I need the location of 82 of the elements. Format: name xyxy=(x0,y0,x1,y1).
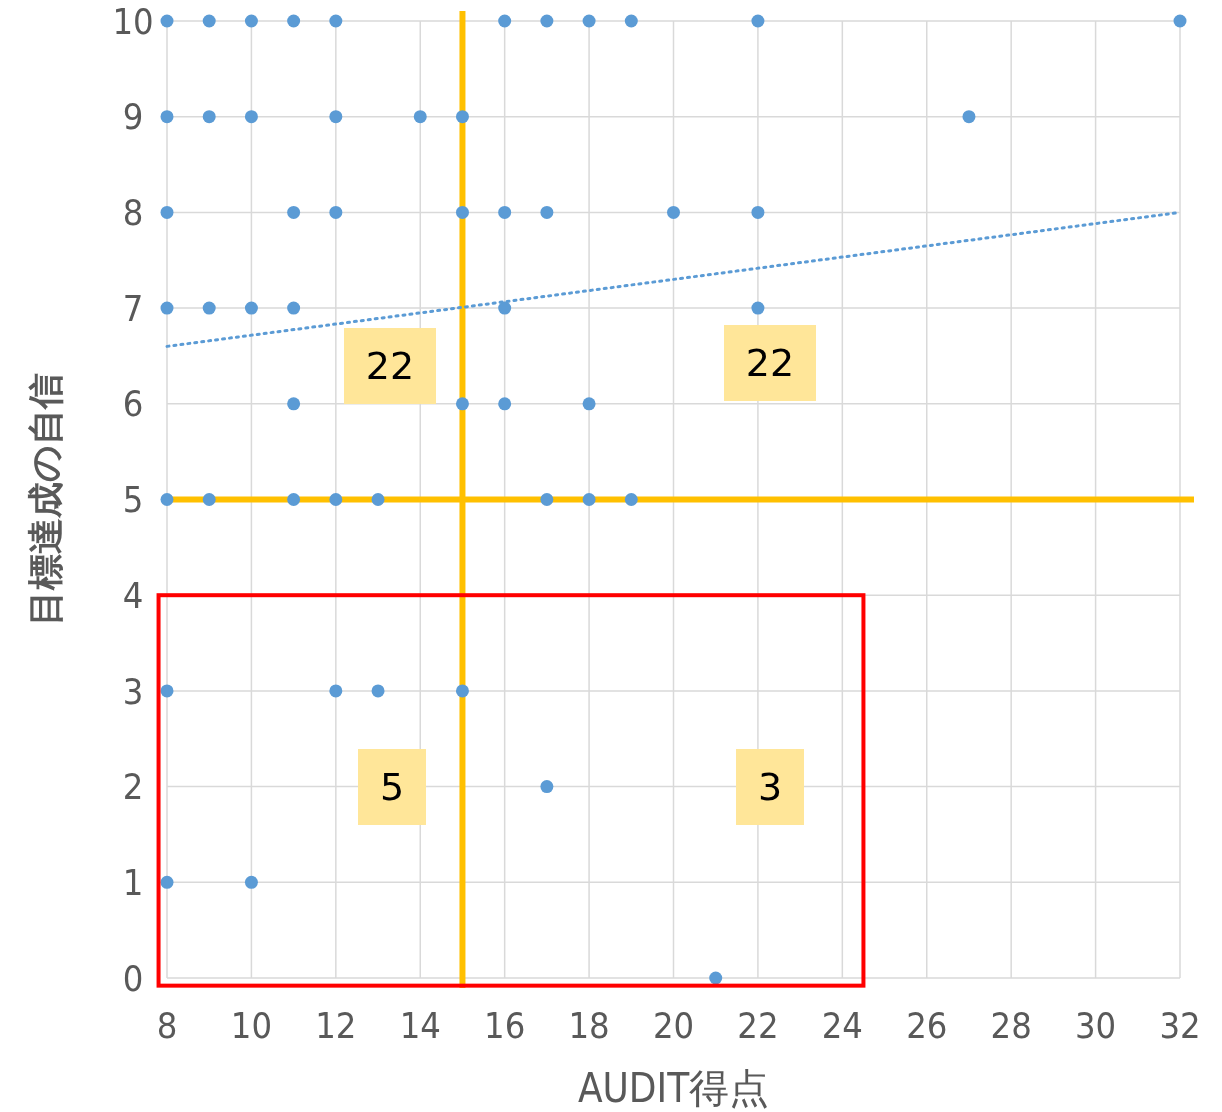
point xyxy=(160,301,174,315)
point xyxy=(244,14,258,28)
point xyxy=(160,110,174,124)
annotation: 22 xyxy=(365,344,415,389)
point xyxy=(202,493,216,506)
point xyxy=(371,684,385,698)
point xyxy=(202,14,216,28)
point xyxy=(624,493,638,506)
x-tick-label: 18 xyxy=(568,1005,610,1046)
point xyxy=(498,301,512,315)
y-axis-title: 目標達成の自信 xyxy=(25,373,66,626)
y-tick-label: 5 xyxy=(122,479,144,521)
point xyxy=(287,493,301,506)
y-tick-label: 10 xyxy=(112,0,154,42)
point xyxy=(455,397,469,411)
y-tick-label: 6 xyxy=(122,383,144,425)
point xyxy=(287,397,301,411)
point xyxy=(371,493,385,506)
y-tick-label: 1 xyxy=(122,861,144,903)
annotation: 22 xyxy=(745,341,795,386)
point xyxy=(329,110,343,124)
point xyxy=(329,684,343,698)
x-tick-label: 20 xyxy=(652,1005,695,1046)
point xyxy=(329,493,343,506)
point xyxy=(624,14,638,28)
point xyxy=(202,110,216,124)
y-tick-label: 7 xyxy=(122,287,144,329)
point xyxy=(160,205,174,219)
point xyxy=(540,14,554,28)
x-tick-label: 14 xyxy=(399,1005,441,1046)
point xyxy=(329,14,343,28)
point xyxy=(160,684,174,698)
point xyxy=(287,205,301,219)
point xyxy=(244,301,258,315)
point xyxy=(751,205,765,219)
point xyxy=(455,110,469,124)
x-tick-label: 24 xyxy=(821,1005,863,1046)
y-tick-label: 4 xyxy=(122,574,144,616)
point xyxy=(582,397,596,411)
point xyxy=(160,493,174,506)
annotation: 5 xyxy=(379,765,405,810)
point xyxy=(244,875,258,889)
point xyxy=(962,110,976,124)
point xyxy=(160,875,174,889)
point xyxy=(498,397,512,411)
x-tick-label: 32 xyxy=(1159,1005,1201,1046)
point xyxy=(413,110,427,124)
point xyxy=(498,14,512,28)
annotation: 3 xyxy=(757,765,783,810)
point xyxy=(709,971,723,985)
x-axis-title: AUDIT得点 xyxy=(577,1065,770,1111)
point xyxy=(498,205,512,219)
point xyxy=(160,14,174,28)
point xyxy=(244,110,258,124)
point xyxy=(202,301,216,315)
point xyxy=(582,493,596,506)
y-tick-label: 9 xyxy=(122,96,144,138)
x-tick-label: 10 xyxy=(230,1005,273,1046)
x-tick-label: 8 xyxy=(156,1005,178,1046)
x-tick-label: 30 xyxy=(1074,1005,1117,1046)
x-tick-label: 26 xyxy=(906,1005,948,1046)
y-tick-label: 8 xyxy=(122,192,144,233)
point xyxy=(287,14,301,28)
point xyxy=(751,14,765,28)
point xyxy=(751,301,765,315)
point xyxy=(329,205,343,219)
point xyxy=(455,684,469,698)
point xyxy=(540,205,554,219)
y-tick-label: 3 xyxy=(122,670,144,712)
x-tick-label: 12 xyxy=(315,1005,357,1046)
point xyxy=(540,780,554,794)
y-tick-label: 2 xyxy=(122,766,144,808)
point xyxy=(1173,14,1187,28)
point xyxy=(455,205,469,219)
x-tick-label: 16 xyxy=(484,1005,526,1046)
point xyxy=(667,205,680,219)
point xyxy=(540,493,554,506)
x-tick-label: 28 xyxy=(990,1005,1032,1046)
x-tick-label: 22 xyxy=(737,1005,779,1046)
y-tick-label: 0 xyxy=(122,957,144,999)
point xyxy=(582,14,596,28)
point xyxy=(287,301,301,315)
